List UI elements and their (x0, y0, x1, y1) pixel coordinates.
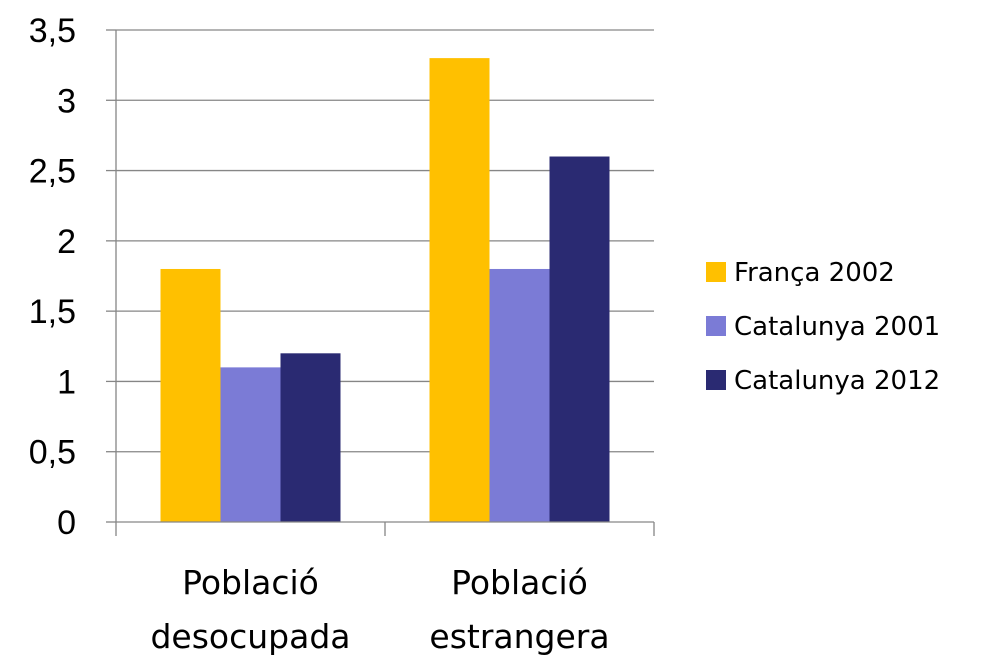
legend: França 2002 Catalunya 2001 Catalunya 2012 (706, 258, 940, 396)
axes (106, 29, 655, 536)
y-tick-label: 3,5 (29, 12, 76, 50)
bar-catalunya-2001-0 (220, 367, 281, 522)
y-tick-label: 1,5 (29, 293, 76, 331)
legend-swatch (706, 316, 726, 336)
y-tick-label: 1 (57, 363, 76, 401)
legend-label: França 2002 (734, 258, 895, 288)
x-tick-label: estrangera (429, 617, 609, 656)
bar-fran-a-2002-0 (160, 268, 221, 522)
x-tick-label: Població (451, 563, 588, 602)
y-tick-label: 3 (57, 82, 76, 120)
y-tick-label: 2 (57, 223, 76, 261)
bars (160, 58, 610, 522)
y-tick-labels: 0 0,5 1 1,5 2 2,5 3 3,5 (29, 12, 76, 542)
x-tick-label: desocupada (150, 617, 350, 656)
bar-catalunya-2012-1 (549, 156, 610, 522)
legend-swatch (706, 370, 726, 390)
bar-fran-a-2002-1 (429, 58, 490, 522)
legend-label: Catalunya 2012 (734, 366, 940, 396)
x-tick-label: Població (182, 563, 319, 602)
y-tick-label: 0,5 (29, 434, 76, 472)
bar-catalunya-2001-1 (489, 268, 550, 522)
legend-label: Catalunya 2001 (734, 312, 940, 342)
legend-swatch (706, 262, 726, 282)
bar-catalunya-2012-0 (280, 353, 341, 522)
y-tick-label: 0 (57, 504, 76, 542)
x-tick-labels: Població desocupada Població estrangera (150, 563, 609, 656)
y-tick-label: 2,5 (29, 153, 76, 191)
